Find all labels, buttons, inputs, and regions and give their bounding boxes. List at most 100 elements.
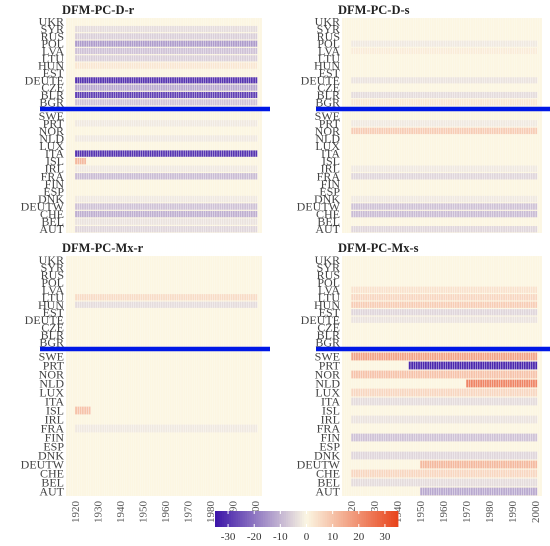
y-tick-label: ESP [43,440,64,454]
y-tick-label: UKR [315,15,340,29]
heatmap-cell [75,218,258,225]
colorbar-segment [260,511,264,527]
panel-title: DFM-PC-Mx-s [338,241,419,255]
x-tick-label: 1970 [461,501,473,524]
colorbar-segment [290,511,294,527]
heatmap-cell [75,62,258,69]
heatmap-cell [351,478,538,487]
heatmap-cell [75,135,258,142]
colorbar-segment [251,511,255,527]
colorbar-segment [297,511,301,527]
x-tick-label: 1970 [183,501,195,524]
heatmap-cell [351,415,538,424]
heatmap-cell [75,47,258,55]
heatmap-cell [466,379,538,388]
heatmap-cell [75,40,258,47]
colorbar-segment [349,511,353,527]
y-tick-label: ESP [319,440,340,454]
heatmap-cell [75,91,258,99]
x-tick-label: 1940 [115,501,127,524]
heatmap-cell [351,47,538,55]
y-tick-label: AUT [39,222,64,236]
heatmap-cell [351,301,538,308]
y-tick-label: IRL [321,413,340,427]
colorbar-segment [379,511,383,527]
colorbar-segment [249,511,252,527]
colorbar-segment [391,511,394,527]
y-tick-label: UKR [315,253,340,267]
y-tick-label: DEUTW [297,200,341,214]
y-tick-label: ISL [46,404,64,418]
y-tick-label: SWE [39,109,64,123]
colorbar-segment [263,511,266,527]
heatmap-panel: DFM-PC-D-rUKRSYRRUSPOLLVALTUHUNESTDEUTEC… [21,3,270,236]
heatmap-cell [351,226,538,233]
y-tick-label: HUN [38,298,64,312]
heatmap-cell [351,388,538,397]
heatmap-cell [75,294,258,301]
y-tick-label: ITA [321,147,340,161]
heatmap-cell [75,173,258,180]
heatmap-cell [351,203,538,210]
colorbar-segment [384,511,387,527]
y-tick-label: CZE [41,81,64,95]
y-tick-label: SYR [317,260,340,274]
colorbar-segment [395,511,399,527]
colorbar-segment [256,511,259,527]
y-tick-label: FIN [321,431,341,445]
y-tick-label: BGR [315,335,340,349]
y-tick-label: LUX [315,386,340,400]
x-tick-label: 1930 [93,501,105,524]
heatmap-cell [351,173,538,180]
colorbar-segment [304,511,307,527]
y-tick-label: BEL [317,215,340,229]
y-tick-label: DNK [38,449,64,463]
colorbar-tick-label: -10 [273,531,288,543]
y-tick-label: PRT [319,116,341,130]
y-tick-label: PRT [319,359,341,373]
y-tick-label: RUS [317,268,340,282]
colorbar-segment [285,511,289,527]
y-tick-label: FRA [317,422,341,436]
colorbar-segment [308,511,312,527]
y-tick-label: PRT [43,116,65,130]
colorbar-segment [315,511,319,527]
colorbar-segment [306,511,310,527]
colorbar-segment [226,511,230,527]
y-tick-label: NLD [315,377,340,391]
y-tick-label: AUT [315,485,340,499]
colorbar-tick-label: -30 [221,531,236,543]
colorbar-segment [231,511,234,527]
colorbar-segment [333,511,337,527]
y-tick-label: BGR [39,95,64,109]
y-tick-label: BGR [315,95,340,109]
y-tick-label: NLD [39,377,64,391]
y-tick-label: NOR [39,124,64,138]
heatmap-cell [75,195,258,203]
y-tick-label: FRA [317,169,341,183]
y-tick-label: BEL [41,215,64,229]
colorbar-segment [368,511,371,527]
y-tick-label: CHE [316,207,340,221]
colorbar-segment [370,511,374,527]
y-tick-label: SYR [41,22,64,36]
colorbar-segment [292,511,296,527]
heatmap-cell [351,127,538,135]
colorbar-segment [311,511,314,527]
y-tick-label: DEUTW [21,458,65,472]
y-tick-label: LVA [318,44,340,58]
y-tick-label: ITA [321,395,340,409]
colorbar-segment [331,511,335,527]
heatmap-cell [351,433,538,442]
y-tick-label: UKR [39,253,64,267]
heatmap-cell [75,77,258,84]
y-tick-label: ISL [322,154,340,168]
y-tick-label: PRT [43,359,65,373]
colorbar-segment [228,511,232,527]
y-tick-label: POL [317,37,340,51]
colorbar-segment [235,511,239,527]
heatmap-cell [75,203,258,210]
heatmap-cell [75,84,258,91]
heatmap-cell [351,352,538,361]
colorbar-segment [221,511,225,527]
